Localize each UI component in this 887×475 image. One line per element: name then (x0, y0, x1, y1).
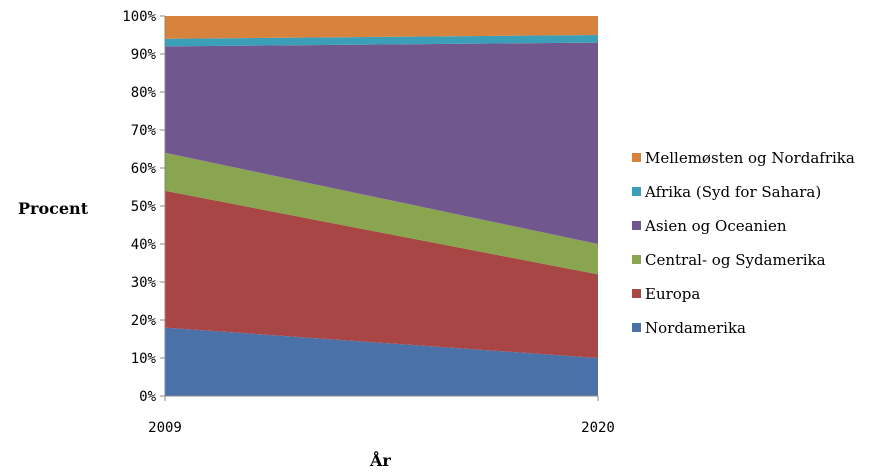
legend-swatch (632, 255, 641, 264)
y-tick-label: 10% (131, 351, 157, 367)
legend-label: Afrika (Syd for Sahara) (644, 183, 821, 201)
area-afrika-syd-for-sahara (165, 35, 598, 47)
area-europa (165, 190, 598, 358)
legend-label: Europa (645, 285, 700, 303)
y-tick-label: 90% (131, 47, 157, 63)
area-central-og-sydamerika (165, 152, 598, 275)
legend-swatch (632, 187, 641, 196)
x-axis-ticks: 2009 2020 (148, 396, 615, 436)
area-mellemøsten-og-nordafrika (165, 16, 598, 39)
y-axis-title: Procent (18, 199, 89, 218)
legend: Mellemøsten og Nordafrika Afrika (Syd for… (632, 149, 855, 337)
area-asien-og-oceanien (165, 42, 598, 244)
y-tick-label: 60% (131, 161, 157, 177)
area-nordamerika (165, 327, 598, 396)
legend-swatch (632, 221, 641, 230)
plot-area (165, 16, 598, 396)
legend-label: Mellemøsten og Nordafrika (645, 149, 855, 167)
legend-label: Central- og Sydamerika (645, 251, 826, 269)
y-tick-label: 0% (139, 389, 156, 405)
y-axis-ticks: 0% 10% 20% 30% 40% 50% 60% 70% 80% 90% 100% (122, 9, 165, 405)
x-axis-title: År (369, 449, 391, 470)
y-tick-label: 70% (131, 123, 157, 139)
y-tick-label: 50% (131, 199, 157, 215)
legend-swatch (632, 289, 641, 298)
y-tick-label: 20% (131, 313, 157, 329)
legend-swatch (632, 153, 641, 162)
y-tick-label: 80% (131, 85, 157, 101)
x-tick-label: 2020 (581, 420, 615, 436)
x-tick-label: 2009 (148, 420, 182, 436)
legend-swatch (632, 323, 641, 332)
legend-label: Asien og Oceanien (644, 217, 787, 235)
y-tick-label: 40% (131, 237, 157, 253)
y-tick-label: 30% (131, 275, 157, 291)
y-tick-label: 100% (122, 9, 156, 25)
legend-label: Nordamerika (645, 319, 746, 337)
